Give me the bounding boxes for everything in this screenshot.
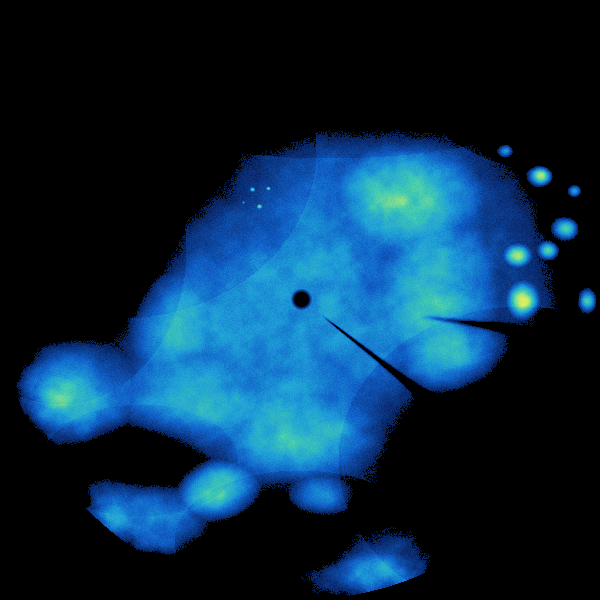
radar-reflectivity-canvas bbox=[0, 0, 600, 600]
radar-reflectivity-image bbox=[0, 0, 600, 600]
